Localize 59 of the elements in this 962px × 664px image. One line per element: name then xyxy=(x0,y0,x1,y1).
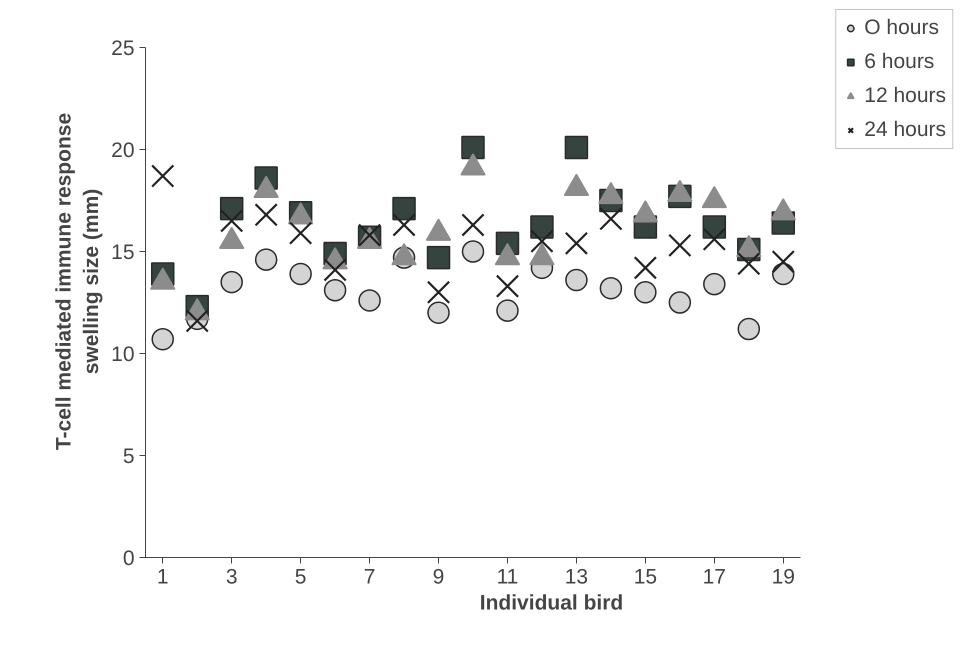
x-tick-label: 9 xyxy=(432,566,444,588)
x-tick-label: 17 xyxy=(702,566,726,588)
legend-label: 24 hours xyxy=(864,118,946,142)
x-tick-label: 5 xyxy=(294,566,306,588)
point xyxy=(288,221,312,245)
point xyxy=(737,252,760,276)
point xyxy=(564,136,588,160)
y-tick-label: 5 xyxy=(122,445,135,468)
x-axis-title: Individual bird xyxy=(480,592,624,614)
x-tick-label: 15 xyxy=(634,566,658,588)
y-tick-label: 0 xyxy=(122,547,135,570)
point xyxy=(530,230,554,254)
point xyxy=(392,196,416,220)
point xyxy=(220,270,243,294)
point xyxy=(151,328,174,350)
point xyxy=(738,318,760,340)
point xyxy=(702,228,726,251)
x-tick-label: 7 xyxy=(364,566,376,588)
point xyxy=(254,203,278,226)
legend-label: 12 hours xyxy=(864,84,946,108)
point xyxy=(530,215,554,239)
point xyxy=(772,250,795,274)
x-tick-label: 13 xyxy=(564,566,588,588)
x-tick-label: 3 xyxy=(226,566,238,588)
point xyxy=(323,258,347,282)
point xyxy=(565,268,588,292)
point xyxy=(358,289,381,312)
legend-label: 6 hours xyxy=(864,50,934,74)
point xyxy=(564,232,588,256)
point xyxy=(703,272,726,296)
y-tick-label: 25 xyxy=(111,37,134,60)
point xyxy=(600,276,622,300)
point xyxy=(254,248,278,271)
y-tick-label: 20 xyxy=(111,139,134,162)
point xyxy=(668,234,692,258)
point xyxy=(634,281,657,304)
point xyxy=(462,240,484,263)
y-tick-label: 15 xyxy=(111,241,134,264)
point xyxy=(599,207,623,231)
point xyxy=(496,274,520,298)
x-tick-label: 19 xyxy=(772,566,795,588)
point xyxy=(426,280,450,304)
point xyxy=(461,136,485,160)
y-tick-label: 10 xyxy=(111,343,134,366)
x-tick-label: 11 xyxy=(496,566,518,588)
point xyxy=(634,256,658,280)
point xyxy=(461,213,485,237)
point xyxy=(392,213,416,237)
point xyxy=(220,209,244,233)
point xyxy=(151,164,174,188)
point xyxy=(427,301,450,324)
point xyxy=(668,291,692,314)
point xyxy=(426,246,450,270)
point xyxy=(324,279,346,302)
point xyxy=(496,299,519,322)
x-tick-label: 1 xyxy=(156,566,169,588)
point xyxy=(289,262,312,286)
y-axis-title: T-cell mediated immune response swelling size (mm) xyxy=(52,112,104,450)
legend-label: O hours xyxy=(864,16,939,40)
